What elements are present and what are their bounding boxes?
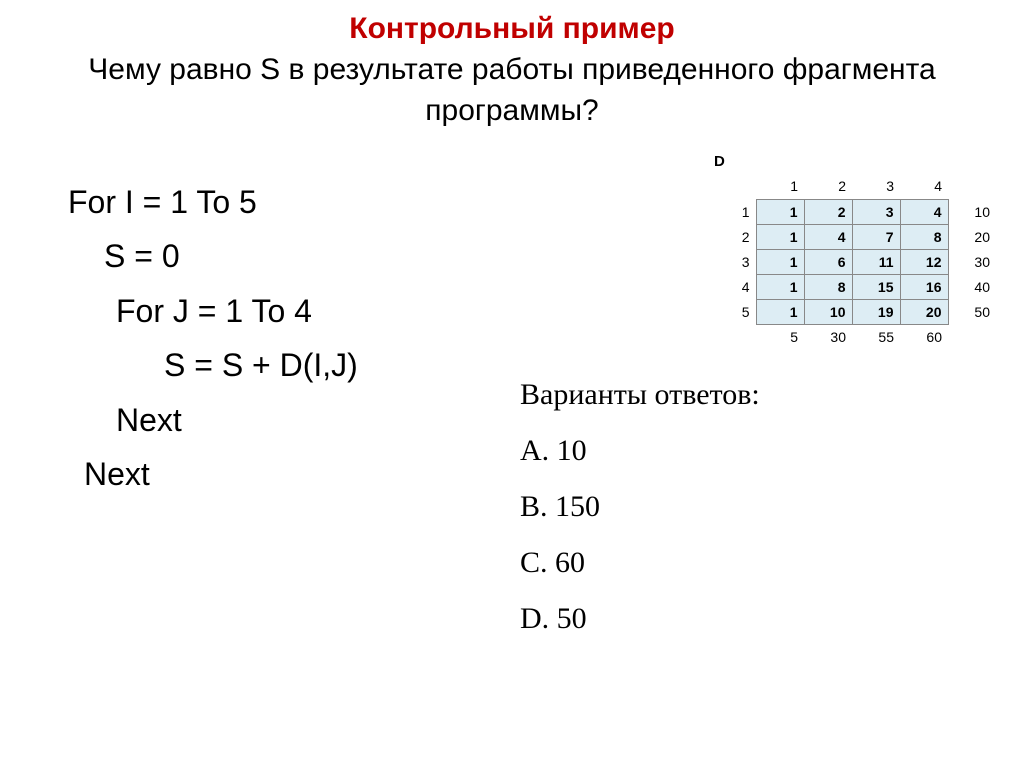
data-table: 1 2 3 4 1 1 2 3 4 10 2 1 4 7 8 20 3 1 6 … [708,174,996,349]
row-sum: 20 [948,224,996,249]
table-label: D [708,153,996,170]
data-cell: 7 [852,224,900,249]
col-header: 2 [804,174,852,199]
empty-cell [948,174,996,199]
data-cell: 2 [804,199,852,224]
data-cell: 4 [804,224,852,249]
data-cell: 1 [756,249,804,274]
code-line: For I = 1 To 5 [68,175,358,229]
col-header: 4 [900,174,948,199]
row-header: 5 [708,299,756,324]
table-row: 5 1 10 19 20 50 [708,299,996,324]
data-cell: 8 [804,274,852,299]
data-cell: 20 [900,299,948,324]
answers-block: Варианты ответов: А. 10 В. 150 С. 60 D. … [520,378,760,658]
corner-cell [708,174,756,199]
data-cell: 1 [756,199,804,224]
table-footer-row: 5 30 55 60 [708,324,996,349]
row-header: 4 [708,274,756,299]
answers-title: Варианты ответов: [520,378,760,412]
data-cell: 6 [804,249,852,274]
question-text: Чему равно S в результате работы приведе… [0,46,1024,131]
data-cell: 1 [756,299,804,324]
col-header: 3 [852,174,900,199]
table-header-row: 1 2 3 4 [708,174,996,199]
data-cell: 1 [756,274,804,299]
page-title: Контрольный пример [0,0,1024,46]
code-line: S = 0 [68,229,358,283]
data-cell: 1 [756,224,804,249]
data-cell: 10 [804,299,852,324]
data-cell: 12 [900,249,948,274]
row-sum: 30 [948,249,996,274]
row-sum: 40 [948,274,996,299]
data-cell: 11 [852,249,900,274]
answer-option-c: С. 60 [520,546,760,580]
row-sum: 10 [948,199,996,224]
data-cell: 8 [900,224,948,249]
data-cell: 19 [852,299,900,324]
data-cell: 4 [900,199,948,224]
code-block: For I = 1 To 5 S = 0 For J = 1 To 4 S = … [68,175,358,501]
data-cell: 16 [900,274,948,299]
col-sum: 30 [804,324,852,349]
col-sum: 60 [900,324,948,349]
table-row: 4 1 8 15 16 40 [708,274,996,299]
row-header: 1 [708,199,756,224]
code-line: S = S + D(I,J) [68,338,358,392]
row-header: 2 [708,224,756,249]
answer-option-d: D. 50 [520,602,760,636]
answer-option-b: В. 150 [520,490,760,524]
col-header: 1 [756,174,804,199]
data-cell: 15 [852,274,900,299]
code-line: Next [68,447,358,501]
code-line: Next [68,393,358,447]
empty-cell [948,324,996,349]
table-row: 1 1 2 3 4 10 [708,199,996,224]
row-header: 3 [708,249,756,274]
table-row: 3 1 6 11 12 30 [708,249,996,274]
empty-cell [708,324,756,349]
code-line: For J = 1 To 4 [68,284,358,338]
col-sum: 55 [852,324,900,349]
row-sum: 50 [948,299,996,324]
answer-option-a: А. 10 [520,434,760,468]
col-sum: 5 [756,324,804,349]
data-table-area: D 1 2 3 4 1 1 2 3 4 10 2 1 4 7 8 20 3 1 [708,153,996,349]
table-row: 2 1 4 7 8 20 [708,224,996,249]
data-cell: 3 [852,199,900,224]
